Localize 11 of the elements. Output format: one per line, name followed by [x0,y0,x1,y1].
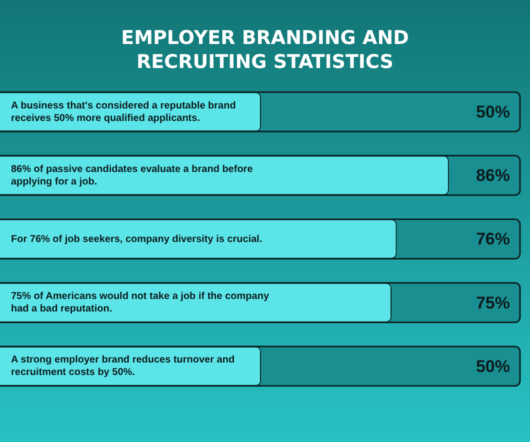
data-label: 75% [476,293,510,312]
data-label: 50% [476,356,510,376]
y-tick-label: A business that's considered a reputable brand receives 50% more qualified applicants. [11,100,236,124]
data-label: 50% [476,102,510,122]
y-tick-label: 86% of passive candidates evaluate a brand before applying for a job. [11,164,254,188]
chart-title: EMPLOYER BRANDING AND RECRUITING STATISTICS [120,26,410,75]
y-tick-label: A strong employer brand reduces turnover and recruitment costs by 50%. [11,354,235,378]
data-label: 86% [476,166,510,186]
y-tick-label: 75% of Americans would not take a job if the company had a bad reputation. [11,291,270,315]
y-tick-label: For 76% of job seekers, company diversity is crucial. [11,234,262,245]
data-label: 76% [476,230,510,249]
